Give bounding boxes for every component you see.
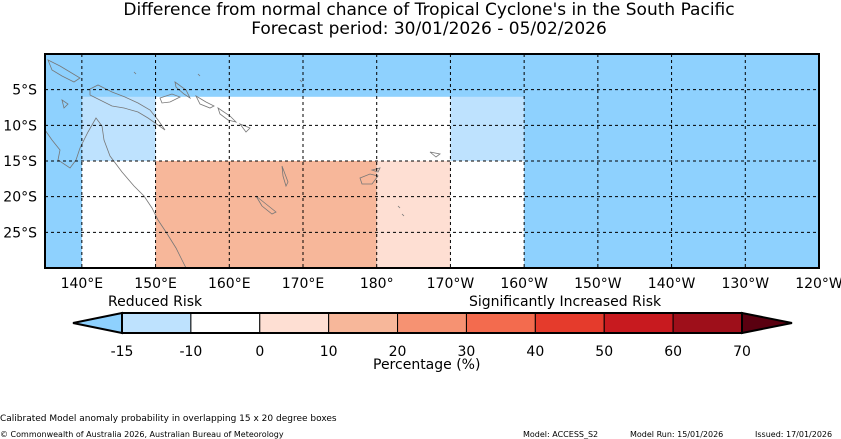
colorbar-under-arrow bbox=[72, 311, 123, 335]
colorbar-xlabel: Percentage (%) bbox=[373, 357, 481, 373]
colorbar-tick-label: 10 bbox=[320, 344, 338, 360]
colorbar-tick-label: 60 bbox=[664, 344, 682, 360]
lon-tick-label: 170°E bbox=[282, 276, 325, 292]
colorbar-frame bbox=[121, 312, 743, 334]
coastline-solomon-islands bbox=[195, 94, 215, 109]
colorbar-tick-label: 30 bbox=[458, 344, 476, 360]
coastline-new-britain bbox=[159, 93, 181, 104]
lon-tick-label: 160°E bbox=[208, 276, 251, 292]
risk-cell-2 bbox=[450, 96, 525, 161]
lat-tick-label: 25°S bbox=[3, 225, 37, 241]
lon-tick-label: 150°E bbox=[134, 276, 177, 292]
lon-tick-label: 180° bbox=[360, 276, 394, 292]
risk-cell-6 bbox=[450, 161, 525, 233]
risk-cell-10 bbox=[450, 232, 525, 268]
lon-tick-label: 130°W bbox=[721, 276, 769, 292]
forecast-period: Forecast period: 30/01/2026 - 05/02/2026 bbox=[251, 19, 607, 39]
lat-tick-label: 20°S bbox=[3, 190, 37, 206]
colorbar-bin bbox=[121, 312, 192, 334]
coastline-indonesia bbox=[47, 59, 81, 83]
colorbar-bin bbox=[603, 312, 674, 334]
colorbar-tick-label: 40 bbox=[526, 344, 544, 360]
colorbar-bin bbox=[672, 312, 743, 334]
coastline-aru bbox=[61, 99, 69, 109]
colorbar-bin bbox=[190, 312, 261, 334]
risk-cell-7 bbox=[81, 232, 156, 268]
lon-tick-label: 120°W bbox=[795, 276, 841, 292]
lat-tick-label: 5°S bbox=[12, 83, 37, 99]
issued-date: Issued: 17/01/2026 bbox=[755, 430, 833, 439]
colorbar-tick-label: 20 bbox=[389, 344, 407, 360]
colorbar-bin bbox=[259, 312, 330, 334]
copyright-note: © Commonwealth of Australia 2026, Austra… bbox=[0, 430, 284, 439]
colorbar-tick-label: -15 bbox=[111, 344, 134, 360]
lon-tick-label: 140°W bbox=[648, 276, 696, 292]
graticule bbox=[45, 54, 820, 268]
colorbar-bin bbox=[328, 312, 399, 334]
colorbar-tick-label: -10 bbox=[179, 344, 202, 360]
increased-risk-label: Significantly Increased Risk bbox=[469, 294, 662, 310]
longitude-labels: 140°E 150°E 160°E 170°E 180° 170°W 160°W 150°W 1… bbox=[61, 276, 841, 292]
colorbar-bin bbox=[397, 312, 467, 334]
latitude-labels: 5°S 10°S 15°S 20°S 25°S bbox=[3, 83, 37, 242]
colorbar-bin bbox=[465, 312, 536, 334]
coastline-fiji bbox=[359, 173, 379, 185]
colorbar-tick-label: 50 bbox=[595, 344, 613, 360]
risk-cell-9 bbox=[376, 232, 451, 268]
coastline-islands-north bbox=[133, 71, 303, 83]
lon-tick-label: 170°W bbox=[427, 276, 475, 292]
colorbar-tick-label: 0 bbox=[255, 344, 264, 360]
reduced-risk-label: Reduced Risk bbox=[108, 294, 203, 310]
lon-tick-label: 150°W bbox=[574, 276, 622, 292]
coastline-new-ireland bbox=[174, 81, 192, 100]
colorbar-tick-label: 70 bbox=[733, 344, 751, 360]
model-name: Model: ACCESS_S2 bbox=[523, 430, 599, 439]
coastline-guadalcanal bbox=[238, 123, 251, 133]
coastlines bbox=[44, 59, 441, 269]
coastline-vanuatu bbox=[281, 165, 289, 188]
lat-tick-label: 15°S bbox=[3, 154, 37, 170]
method-note: Calibrated Model anomaly probability in … bbox=[0, 414, 337, 424]
lat-tick-label: 10°S bbox=[3, 118, 37, 134]
coastline-fiji-north bbox=[370, 167, 381, 173]
coastline-australia bbox=[44, 117, 187, 269]
coastline-solomon-east bbox=[217, 107, 238, 123]
map-title: Difference from normal chance of Tropica… bbox=[123, 0, 735, 20]
coastline-new-caledonia bbox=[255, 195, 277, 215]
coastline-samoa bbox=[429, 151, 441, 158]
model-run: Model Run: 15/01/2026 bbox=[630, 430, 724, 439]
lon-tick-label: 160°W bbox=[500, 276, 548, 292]
colorbar-over-arrow bbox=[741, 311, 793, 335]
coastline-tonga bbox=[397, 205, 405, 217]
colorbar-bin bbox=[534, 312, 605, 334]
lon-tick-label: 140°E bbox=[61, 276, 104, 292]
risk-cell-8 bbox=[155, 232, 377, 268]
coastline-new-guinea bbox=[89, 84, 166, 131]
map-frame bbox=[44, 53, 820, 269]
